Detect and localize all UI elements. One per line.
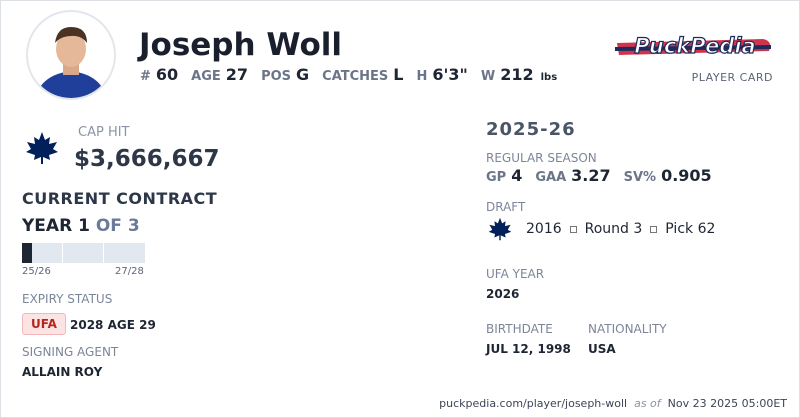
stat-label: W	[480, 69, 496, 84]
bar-end: 27/28	[115, 266, 144, 277]
footer: puckpedia.com/player/joseph-woll as of N…	[439, 397, 787, 410]
bar-start: 25/26	[22, 266, 51, 277]
team-logo	[26, 132, 58, 164]
agent: ALLAIN ROY	[22, 365, 103, 379]
year-of: OF 3	[95, 216, 140, 236]
logo: PuckPedia	[614, 33, 772, 59]
logo-text: PuckPedia	[634, 34, 755, 58]
stat-label: AGE	[191, 69, 221, 84]
season-stat-value: 4	[511, 166, 523, 185]
draft-round: Round 3	[584, 221, 643, 237]
stat-label: POS	[261, 69, 292, 84]
expiry-badge: UFA	[22, 313, 66, 335]
season-stat-label: GP	[486, 170, 507, 185]
contract-bar	[22, 243, 145, 263]
separator	[650, 225, 658, 233]
nationality: USA	[588, 342, 616, 356]
stat-unit: lbs	[540, 72, 558, 83]
bar-segment	[104, 243, 145, 263]
stat-value: 212	[500, 65, 534, 84]
footer-as-of: as of	[634, 397, 661, 410]
contract-year: YEAR 1 OF 3	[22, 216, 140, 236]
stat-value: 60	[155, 65, 179, 84]
draft-info: 2016 Round 3 Pick 62	[526, 221, 715, 237]
season-stat-value: 0.905	[661, 166, 712, 185]
header-stats: #60 AGE 27 POS G CATCHES L H 6'3" W 212 lbs	[140, 65, 557, 84]
nationality-label: NATIONALITY	[588, 322, 667, 336]
season-stat-label: SV%	[623, 170, 657, 185]
expiry-label: EXPIRY STATUS	[22, 292, 113, 306]
draft-label: DRAFT	[486, 200, 526, 214]
ufa-year: 2026	[486, 287, 520, 301]
stat-value: L	[393, 65, 404, 84]
footer-date: Nov 23 2025 05:00ET	[667, 397, 787, 410]
footer-url: puckpedia.com/player/joseph-woll	[439, 397, 628, 410]
ufa-label: UFA YEAR	[486, 267, 545, 281]
birth-label: BIRTHDATE	[486, 322, 553, 336]
separator	[569, 225, 577, 233]
season-stat-value: 3.27	[571, 166, 611, 185]
season-label: REGULAR SEASON	[486, 151, 597, 165]
stat-label: CATCHES	[322, 69, 389, 84]
agent-label: SIGNING AGENT	[22, 345, 119, 359]
stat-label: H	[416, 69, 428, 84]
cap-hit-label: CAP HIT	[78, 125, 130, 140]
player-name: Joseph Woll	[139, 27, 342, 63]
draft-pick: Pick 62	[665, 221, 716, 237]
season-title: 2025-26	[486, 119, 576, 140]
season-stat-label: GAA	[535, 170, 567, 185]
stat-value: 6'3"	[432, 65, 468, 84]
bar-fill	[22, 243, 32, 263]
season-stats: GP 4 GAA 3.27 SV% 0.905	[486, 166, 720, 185]
draft-year: 2016	[526, 221, 562, 237]
card-label: PLAYER CARD	[691, 71, 773, 84]
stat-value: G	[296, 65, 310, 84]
year: YEAR 1	[22, 216, 90, 236]
contract-title: CURRENT CONTRACT	[22, 189, 218, 208]
avatar	[26, 10, 116, 100]
bar-segment	[22, 243, 62, 263]
draft-team-logo	[488, 217, 512, 241]
birthdate: JUL 12, 1998	[486, 342, 571, 356]
cap-hit: $3,666,667	[74, 146, 220, 172]
stat-value: 27	[225, 65, 249, 84]
bar-segment	[63, 243, 103, 263]
stat-label: #	[140, 69, 151, 84]
expiry-detail: 2028 AGE 29	[70, 318, 156, 332]
